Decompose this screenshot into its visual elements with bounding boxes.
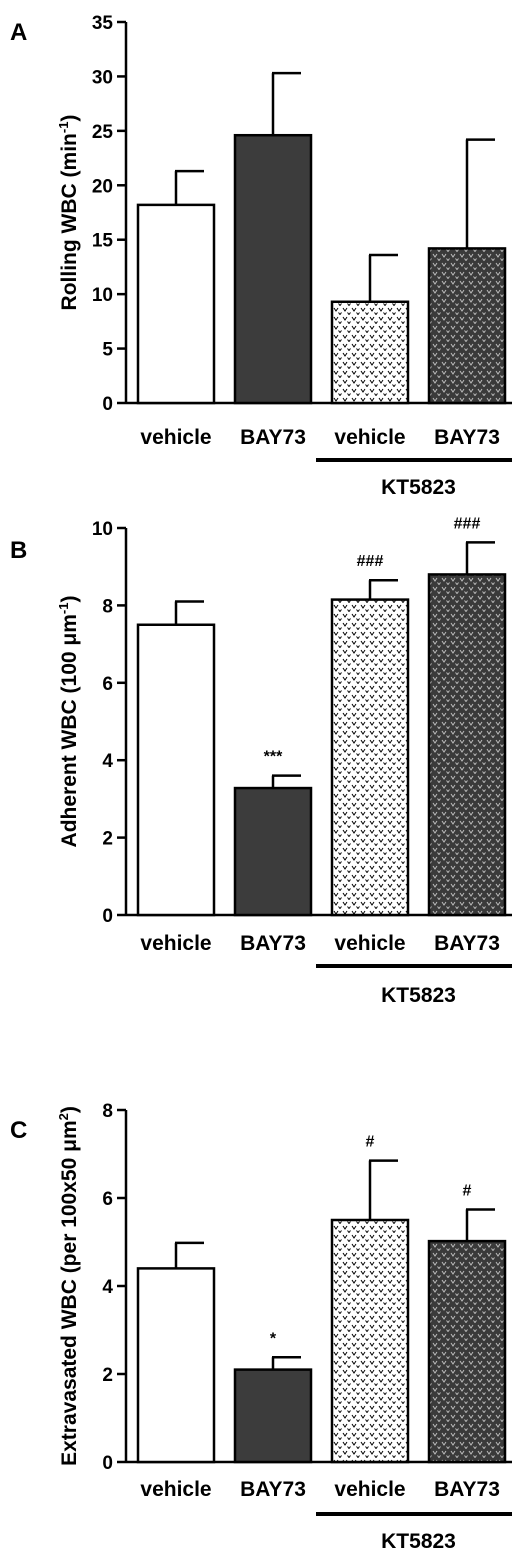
category-label-2: BAY73 bbox=[240, 932, 306, 955]
y-tick-label: 0 bbox=[102, 1453, 113, 1474]
bar-3 bbox=[330, 598, 410, 917]
category-label-1: vehicle bbox=[140, 1478, 211, 1501]
y-tick-label: 20 bbox=[92, 176, 113, 197]
category-label-3: vehicle bbox=[334, 1478, 405, 1501]
panel-letter: C bbox=[10, 1117, 27, 1144]
panel-a: A Rolling WBC (min-1) 0 5 10 15 20 25 30 35 vehicl… bbox=[10, 13, 512, 499]
y-tick-label: 6 bbox=[102, 674, 113, 695]
group-label: KT5823 bbox=[381, 476, 456, 499]
y-axis-label: Extravasated WBC (per 100x50 μm2) bbox=[56, 1106, 81, 1466]
panel-c: C Extravasated WBC (per 100x50 μm2) 0 2 4 6 8 v… bbox=[10, 1101, 512, 1553]
y-tick-label: 8 bbox=[102, 1101, 113, 1122]
y-tick-label: 15 bbox=[92, 231, 114, 252]
category-label-1: vehicle bbox=[140, 932, 211, 955]
significance-label-2: *** bbox=[264, 749, 283, 766]
y-tick-label: 35 bbox=[92, 13, 114, 34]
category-label-4: BAY73 bbox=[434, 932, 500, 955]
category-label-4: BAY73 bbox=[434, 426, 500, 449]
category-label-2: BAY73 bbox=[240, 426, 306, 449]
significance-label-3: # bbox=[366, 1134, 375, 1151]
bar-4 bbox=[427, 1239, 507, 1464]
bar-1 bbox=[136, 1267, 216, 1464]
bar-2 bbox=[233, 133, 313, 405]
y-tick-label: 4 bbox=[102, 751, 113, 772]
significance-label-3: ### bbox=[357, 553, 384, 570]
y-tick-label: 10 bbox=[92, 519, 113, 540]
y-tick-label: 25 bbox=[92, 122, 114, 143]
y-tick-label: 5 bbox=[102, 340, 113, 361]
y-tick-label: 4 bbox=[102, 1277, 113, 1298]
significance-label-4: # bbox=[463, 1182, 472, 1199]
category-label-2: BAY73 bbox=[240, 1478, 306, 1501]
category-label-3: vehicle bbox=[334, 426, 405, 449]
bar-1 bbox=[136, 203, 216, 405]
category-label-1: vehicle bbox=[140, 426, 211, 449]
y-axis-label: Rolling WBC (min-1) bbox=[56, 115, 81, 311]
bar-2 bbox=[233, 1368, 313, 1464]
category-label-3: vehicle bbox=[334, 932, 405, 955]
panel-letter: B bbox=[10, 537, 27, 564]
bar-2 bbox=[233, 786, 313, 917]
group-label: KT5823 bbox=[381, 1530, 456, 1553]
significance-label-4: ### bbox=[454, 515, 481, 532]
category-label-4: BAY73 bbox=[434, 1478, 500, 1501]
y-tick-label: 10 bbox=[92, 285, 113, 306]
y-tick-label: 6 bbox=[102, 1189, 113, 1210]
bar-3 bbox=[330, 1218, 410, 1464]
group-label: KT5823 bbox=[381, 984, 456, 1007]
y-tick-label: 0 bbox=[102, 394, 113, 415]
y-tick-label: 30 bbox=[92, 67, 113, 88]
bar-1 bbox=[136, 623, 216, 917]
significance-label-2: * bbox=[270, 1330, 277, 1347]
bar-4 bbox=[427, 247, 507, 405]
panel-b: B Adherent WBC (100 μm-1) 0 2 4 6 8 10 vehicle **… bbox=[10, 515, 512, 1007]
y-tick-label: 2 bbox=[102, 829, 113, 850]
bar-3 bbox=[330, 300, 410, 405]
y-tick-label: 2 bbox=[102, 1365, 113, 1386]
panel-letter: A bbox=[10, 19, 27, 46]
y-axis-label: Adherent WBC (100 μm-1) bbox=[56, 596, 81, 848]
y-tick-label: 8 bbox=[102, 596, 113, 617]
bar-4 bbox=[427, 573, 507, 917]
y-tick-label: 0 bbox=[102, 906, 113, 927]
